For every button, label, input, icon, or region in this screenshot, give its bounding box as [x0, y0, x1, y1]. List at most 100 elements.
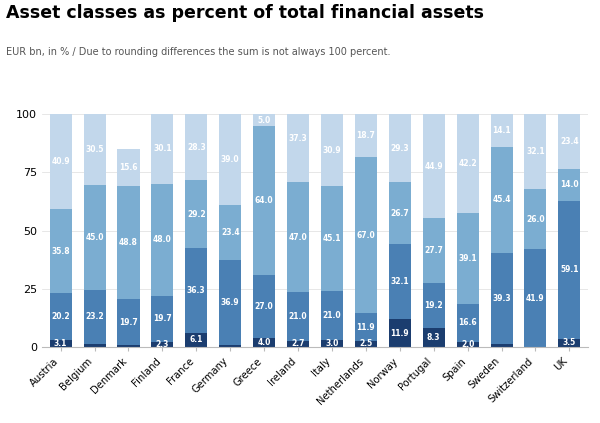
- Text: 35.8: 35.8: [52, 247, 70, 255]
- Text: 39.3: 39.3: [492, 294, 511, 303]
- Text: 16.6: 16.6: [458, 319, 477, 327]
- Bar: [151, 114, 173, 184]
- Bar: [559, 201, 580, 339]
- Text: 2.3: 2.3: [156, 340, 169, 349]
- Text: 27.7: 27.7: [424, 246, 443, 255]
- Text: 4.0: 4.0: [257, 338, 271, 347]
- Bar: [422, 283, 445, 327]
- Bar: [253, 338, 275, 347]
- Text: 45.1: 45.1: [323, 234, 341, 243]
- Bar: [422, 218, 445, 283]
- Text: 36.9: 36.9: [221, 298, 239, 307]
- Bar: [185, 115, 208, 180]
- Text: 26.0: 26.0: [526, 214, 545, 224]
- Bar: [83, 185, 106, 290]
- Bar: [287, 341, 309, 347]
- Bar: [287, 96, 309, 182]
- Bar: [151, 296, 173, 341]
- Text: 30.5: 30.5: [85, 145, 104, 154]
- Bar: [219, 205, 241, 260]
- Text: 21.0: 21.0: [289, 312, 307, 321]
- Text: 20.2: 20.2: [52, 312, 70, 321]
- Text: 39.0: 39.0: [221, 155, 239, 164]
- Bar: [389, 319, 411, 347]
- Text: 27.0: 27.0: [255, 302, 274, 310]
- Bar: [355, 114, 377, 157]
- Bar: [83, 343, 106, 347]
- Text: 40.9: 40.9: [52, 157, 70, 166]
- Bar: [287, 182, 309, 292]
- Text: 44.9: 44.9: [424, 162, 443, 171]
- Bar: [50, 340, 71, 347]
- Bar: [83, 290, 106, 343]
- Bar: [50, 114, 71, 209]
- Text: 14.0: 14.0: [560, 181, 578, 190]
- Bar: [253, 114, 275, 126]
- Bar: [118, 186, 139, 299]
- Text: 29.3: 29.3: [391, 144, 409, 153]
- Bar: [389, 244, 411, 319]
- Text: 21.0: 21.0: [323, 311, 341, 320]
- Bar: [118, 149, 139, 186]
- Bar: [50, 209, 71, 293]
- Text: 37.3: 37.3: [289, 135, 307, 143]
- Bar: [185, 248, 208, 332]
- Bar: [219, 260, 241, 346]
- Text: 32.1: 32.1: [391, 277, 409, 286]
- Bar: [253, 126, 275, 275]
- Bar: [355, 157, 377, 313]
- Text: 45.4: 45.4: [492, 195, 511, 204]
- Text: 59.1: 59.1: [560, 266, 578, 275]
- Text: 26.7: 26.7: [391, 209, 409, 218]
- Text: 64.0: 64.0: [255, 196, 274, 205]
- Bar: [524, 114, 547, 189]
- Bar: [491, 344, 512, 347]
- Bar: [355, 341, 377, 347]
- Bar: [457, 115, 479, 213]
- Bar: [151, 341, 173, 347]
- Bar: [185, 332, 208, 347]
- Text: 23.4: 23.4: [221, 228, 239, 237]
- Text: 19.7: 19.7: [119, 318, 138, 327]
- Text: 39.1: 39.1: [458, 254, 477, 263]
- Text: 32.1: 32.1: [526, 147, 545, 156]
- Text: 6.1: 6.1: [190, 335, 203, 344]
- Text: 30.1: 30.1: [153, 145, 172, 154]
- Bar: [321, 291, 343, 340]
- Bar: [287, 292, 309, 341]
- Bar: [457, 304, 479, 342]
- Bar: [389, 182, 411, 244]
- Bar: [559, 339, 580, 347]
- Bar: [559, 169, 580, 201]
- Bar: [321, 186, 343, 291]
- Bar: [491, 253, 512, 344]
- Text: 30.9: 30.9: [323, 146, 341, 155]
- Text: 11.9: 11.9: [356, 323, 375, 332]
- Text: 18.7: 18.7: [356, 131, 376, 140]
- Bar: [185, 180, 208, 248]
- Text: 47.0: 47.0: [289, 233, 307, 242]
- Bar: [50, 293, 71, 340]
- Bar: [457, 213, 479, 304]
- Bar: [457, 342, 479, 347]
- Text: 23.4: 23.4: [560, 137, 578, 146]
- Text: 3.1: 3.1: [54, 339, 67, 348]
- Bar: [151, 184, 173, 296]
- Bar: [321, 340, 343, 347]
- Text: 36.3: 36.3: [187, 286, 206, 295]
- Text: 2.5: 2.5: [359, 339, 373, 349]
- Text: 45.0: 45.0: [85, 233, 104, 242]
- Bar: [389, 114, 411, 182]
- Text: 23.2: 23.2: [85, 312, 104, 321]
- Text: 29.2: 29.2: [187, 210, 206, 219]
- Text: Asset classes as percent of total financial assets: Asset classes as percent of total financ…: [6, 4, 484, 22]
- Bar: [524, 250, 547, 347]
- Text: 67.0: 67.0: [356, 231, 375, 240]
- Text: 48.0: 48.0: [153, 235, 172, 244]
- Text: 5.0: 5.0: [257, 115, 271, 124]
- Bar: [321, 114, 343, 186]
- Bar: [83, 114, 106, 185]
- Bar: [219, 346, 241, 347]
- Text: 28.3: 28.3: [187, 143, 206, 152]
- Bar: [491, 114, 512, 147]
